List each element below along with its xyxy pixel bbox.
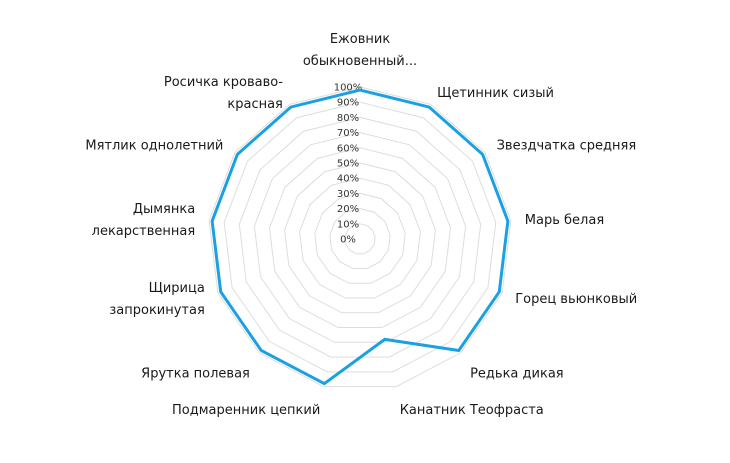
- tick-label: 0%: [340, 235, 356, 246]
- category-label-line: обыкновенный...: [303, 54, 417, 69]
- category-label-line: красная: [227, 97, 283, 112]
- grid-ring-80: [238, 116, 482, 358]
- category-label-line: Ежовник: [330, 32, 390, 47]
- category-label-line: запрокинутая: [109, 303, 204, 318]
- radial-tick-labels: 0% 10% 20% 30% 40% 50% 60% 70% 80% 90% 100%: [334, 83, 363, 246]
- tick-label: 100%: [334, 83, 363, 94]
- grid-ring-90: [223, 101, 497, 373]
- category-label: Подмаренник цепкий: [172, 403, 320, 418]
- category-label: Звездчатка средняя: [497, 139, 637, 154]
- category-label-line: Росичка кроваво-: [164, 75, 283, 90]
- tick-label: 90%: [337, 98, 359, 109]
- series-line: [210, 88, 510, 386]
- tick-label: 30%: [337, 189, 359, 200]
- category-label-line: Дымянка: [133, 202, 195, 217]
- category-labels: Ежовник обыкновенный... Щетинник сизый Звез…: [85, 32, 637, 418]
- radar-grid: [208, 86, 512, 388]
- category-label: Дымянка лекарственная: [92, 202, 196, 239]
- category-label: Горец вьюнковый: [515, 292, 637, 307]
- grid-ring-10: [344, 223, 376, 255]
- category-label: Редька дикая: [470, 366, 564, 381]
- grid-ring-50: [284, 162, 436, 314]
- tick-label: 40%: [337, 174, 359, 185]
- category-label: Ежовник обыкновенный...: [303, 32, 417, 69]
- category-label: Мятлик однолетний: [85, 139, 223, 154]
- category-label: Марь белая: [525, 213, 604, 228]
- category-label: Ярутка полевая: [141, 366, 250, 381]
- series-layer: [210, 88, 510, 386]
- grid-ring-20: [329, 208, 391, 270]
- category-label: Росичка кроваво-красная: [164, 75, 283, 112]
- grid-ring-100: [208, 86, 512, 388]
- grid-ring-70: [253, 132, 467, 343]
- category-label: Щирица запрокинутая: [109, 281, 204, 318]
- tick-label: 50%: [337, 159, 359, 170]
- tick-label: 80%: [337, 113, 359, 124]
- tick-label: 70%: [337, 128, 359, 139]
- tick-label: 20%: [337, 204, 359, 215]
- category-label: Канатник Теофраста: [400, 403, 544, 418]
- grid-ring-60: [268, 147, 452, 329]
- tick-label: 10%: [337, 219, 359, 230]
- category-label-line: Щирица: [149, 281, 205, 296]
- tick-label: 60%: [337, 143, 359, 154]
- grid-ring-40: [299, 177, 421, 299]
- grid-ring-30: [314, 192, 406, 284]
- category-label-line: лекарственная: [92, 224, 196, 239]
- category-label: Щетинник сизый: [437, 86, 554, 101]
